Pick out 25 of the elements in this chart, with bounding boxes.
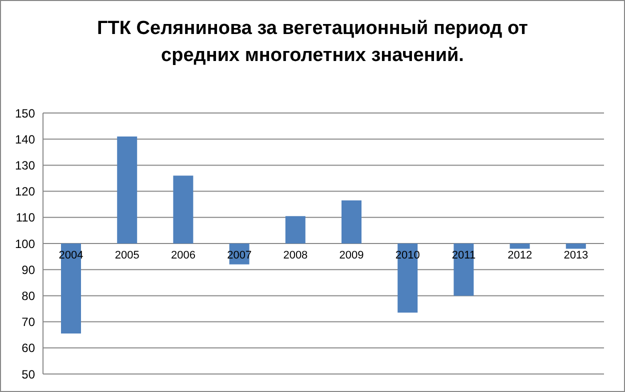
bar	[342, 200, 362, 244]
y-tick-label: 70	[22, 315, 36, 330]
x-tick-label: 2005	[114, 250, 140, 262]
x-tick-label: 2013	[564, 250, 588, 262]
bar	[285, 216, 306, 244]
x-tick-label: 2008	[283, 250, 308, 262]
bar	[61, 244, 81, 334]
bar	[566, 244, 586, 249]
y-tick-label: 120	[14, 184, 36, 199]
y-tick-label: 80	[22, 288, 36, 303]
y-tick-label: 100	[14, 236, 36, 251]
y-tick-label: 60	[22, 341, 36, 356]
bar	[173, 176, 194, 244]
x-tick-label: 2012	[508, 250, 532, 262]
y-tick-label: 140	[14, 132, 36, 146]
y-tick-label: 50	[22, 367, 36, 382]
chart-title: ГТК Селянинова за вегетационный период от средних многолетних значений.	[96, 17, 529, 68]
x-tick-label: 2006	[171, 250, 196, 262]
y-tick-label: 110	[16, 210, 36, 225]
bar	[117, 136, 138, 244]
y-tick-label: 90	[22, 262, 36, 277]
x-tick-label: 2009	[339, 250, 364, 262]
y-tick-label: 150	[14, 106, 36, 120]
bar	[510, 244, 530, 249]
y-tick-label: 130	[14, 158, 36, 172]
